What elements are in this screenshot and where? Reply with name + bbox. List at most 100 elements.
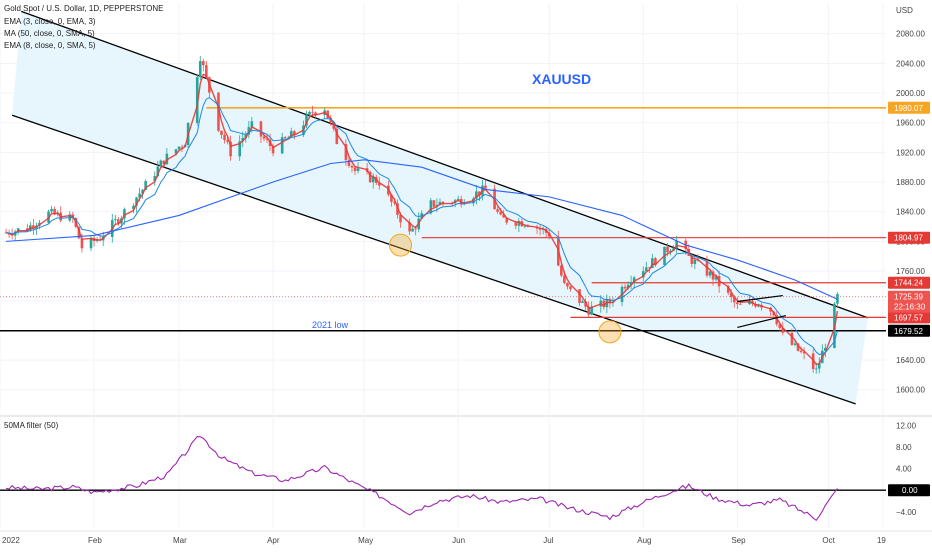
- tag-level-1: 1744.24: [894, 279, 923, 288]
- candle-body: [238, 141, 242, 157]
- candle-body: [53, 208, 56, 215]
- candle-body: [726, 286, 730, 293]
- candle-body: [223, 134, 226, 141]
- candle-body: [714, 276, 718, 280]
- candle-body: [50, 208, 53, 212]
- candle-body: [326, 110, 329, 118]
- tag-1980: 1980.07: [894, 104, 923, 113]
- candle-body: [441, 201, 445, 204]
- candle-body: [563, 275, 566, 283]
- candle-body: [244, 134, 248, 138]
- candle-body: [602, 300, 606, 308]
- y-axis-unit: USD: [896, 6, 913, 15]
- candle-body: [347, 159, 351, 166]
- candle-body: [396, 203, 399, 215]
- candle-body: [89, 237, 93, 249]
- candle-body: [177, 146, 181, 150]
- osc-tick-label: −4.00: [896, 508, 917, 517]
- candle-body: [432, 200, 436, 207]
- candle-body: [271, 146, 275, 154]
- candle-body: [748, 301, 751, 305]
- candle-body: [666, 246, 669, 253]
- candle-body: [80, 238, 84, 249]
- y-tick-label: 1640.00: [896, 356, 925, 365]
- candle-body: [517, 221, 521, 226]
- axes: USD1600.001640.001680.001720.001760.0018…: [0, 6, 932, 545]
- candle-body: [350, 165, 354, 168]
- candle-body: [581, 301, 584, 303]
- candle-body: [393, 201, 396, 204]
- candle-body: [429, 200, 433, 214]
- candle-body: [198, 61, 202, 78]
- candle-body: [651, 258, 654, 268]
- candle-body: [711, 271, 715, 280]
- legend-ma50[interactable]: MA (50, close, 0, SMA, 5): [4, 29, 95, 38]
- tag-1980-bg: [888, 101, 930, 114]
- candle-body: [77, 226, 81, 239]
- x-tick-label: Apr: [267, 536, 280, 545]
- candle-body: [156, 166, 160, 177]
- candle-body: [144, 181, 147, 190]
- chart-title: Gold Spot / U.S. Dollar, 1D, PEPPERSTONE: [4, 4, 164, 13]
- candle-body: [180, 146, 184, 148]
- candle-body: [644, 267, 648, 272]
- candle-body: [778, 324, 782, 329]
- candle-body: [781, 328, 785, 333]
- candle-body: [390, 194, 393, 202]
- candle-body: [117, 219, 120, 224]
- candle-body: [283, 137, 287, 139]
- candle-body: [241, 137, 245, 142]
- candle-body: [217, 92, 220, 131]
- candle-body: [123, 209, 126, 219]
- x-tick-label: 19: [877, 536, 886, 545]
- candle-body: [26, 228, 29, 231]
- circled-low-1: [598, 320, 622, 344]
- candle-body: [641, 271, 645, 278]
- candle-body: [265, 138, 269, 140]
- x-tick-label: Oct: [822, 536, 835, 545]
- candle-body: [790, 332, 794, 345]
- x-tick-label: Jul: [543, 536, 553, 545]
- candle-body: [584, 301, 587, 307]
- circled-low-0: [389, 233, 413, 257]
- candle-body: [654, 258, 657, 265]
- candle-body: [793, 343, 797, 345]
- wedge-line-0: [737, 294, 783, 303]
- candle-body: [817, 363, 821, 369]
- wedge-line-1: [737, 314, 787, 329]
- y-tick-label: 2080.00: [896, 30, 925, 39]
- candle-body: [757, 304, 760, 307]
- candle-body: [484, 185, 487, 189]
- y-tick-label: 2000.00: [896, 89, 925, 98]
- candle-body: [262, 136, 266, 139]
- candle-body: [560, 265, 563, 276]
- x-tick-label: May: [358, 536, 373, 545]
- candle-body: [162, 160, 166, 165]
- candle-body: [775, 315, 779, 325]
- x-tick-label: Jun: [452, 536, 465, 545]
- legend-ema3[interactable]: EMA (3, close, 0, EMA, 3): [4, 17, 96, 26]
- candle-body: [590, 306, 593, 315]
- tag-osc-zero-bg: [888, 484, 930, 497]
- candle-body: [499, 211, 502, 215]
- y-tick-label: 1880.00: [896, 178, 925, 187]
- ema3-line: [5, 73, 839, 366]
- candle-body: [456, 198, 460, 201]
- candle-body: [411, 228, 414, 232]
- candle-body: [250, 121, 254, 128]
- candle-body: [475, 191, 478, 199]
- candle-body: [587, 306, 590, 315]
- label-2021-low: 2021 low: [312, 320, 349, 330]
- ma50-line: [6, 159, 838, 300]
- candle-body: [739, 304, 742, 305]
- candle-body: [648, 267, 651, 269]
- candle-body: [259, 121, 263, 137]
- legend-ema8[interactable]: EMA (8, close, 0, SMA, 5): [4, 41, 96, 50]
- osc-tick-label: 4.00: [896, 465, 912, 474]
- candle-body: [629, 282, 633, 285]
- candle-body: [335, 128, 339, 145]
- candle-body: [195, 77, 199, 123]
- candle-body: [32, 225, 35, 229]
